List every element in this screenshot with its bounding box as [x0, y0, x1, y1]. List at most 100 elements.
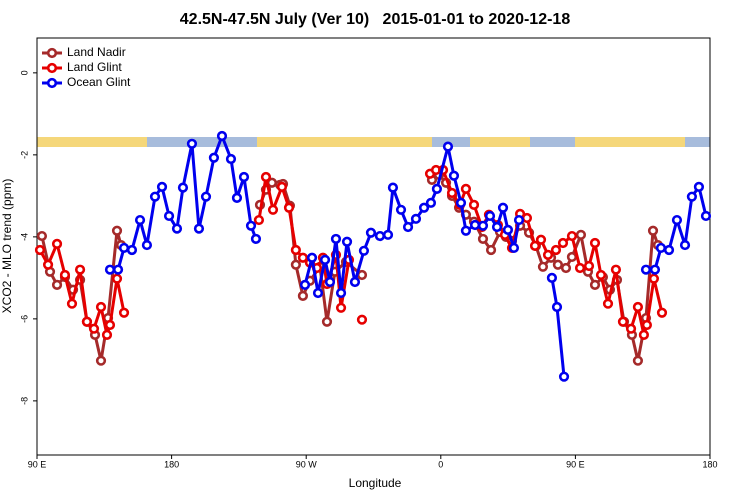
data-point — [66, 298, 78, 309]
data-point — [36, 230, 48, 242]
data-point — [193, 223, 205, 234]
data-point — [341, 236, 353, 247]
y-tick-label: -2 — [19, 151, 29, 159]
data-point — [111, 225, 123, 236]
data-point — [521, 212, 533, 224]
data-point — [595, 269, 607, 281]
data-point — [101, 329, 113, 340]
y-tick-label: 0 — [19, 70, 29, 75]
land-ocean-strip — [37, 137, 710, 147]
data-point — [575, 229, 587, 240]
y-tick-label: -4 — [19, 233, 29, 241]
land-band — [470, 137, 530, 147]
data-point — [112, 264, 124, 275]
data-point — [402, 221, 414, 233]
data-point — [382, 229, 394, 240]
data-point — [477, 220, 489, 231]
data-point — [491, 221, 503, 233]
plot-frame — [36, 37, 711, 456]
data-point — [469, 219, 481, 231]
data-point — [260, 171, 272, 183]
x-axis-title: Longitude — [349, 476, 402, 490]
data-point — [638, 329, 649, 340]
series-line — [109, 134, 708, 377]
data-point — [477, 233, 489, 245]
data-point — [589, 237, 601, 249]
data-point — [335, 302, 347, 313]
data-point — [485, 244, 497, 256]
data-point — [448, 170, 460, 181]
data-point — [177, 182, 189, 193]
data-point — [460, 225, 472, 236]
data-point — [88, 323, 100, 334]
data-point — [558, 371, 570, 382]
data-point — [641, 319, 652, 331]
data-point — [118, 307, 130, 318]
x-tick-label: 180 — [702, 459, 717, 469]
data-point — [497, 202, 509, 213]
data-point — [111, 273, 123, 284]
data-point — [74, 264, 86, 275]
data-point — [208, 152, 220, 163]
data-point — [231, 192, 243, 204]
data-point — [104, 264, 116, 275]
data-point — [686, 191, 698, 202]
data-point — [387, 182, 399, 193]
data-point — [557, 237, 569, 249]
data-point — [134, 214, 146, 226]
legend-marker — [46, 47, 58, 59]
data-point — [276, 181, 288, 192]
y-axis-title: XCO2 - MLO trend (ppm) — [0, 179, 14, 314]
data-point — [225, 153, 237, 165]
data-point — [446, 187, 458, 199]
data-point — [163, 210, 175, 222]
x-tick-label: 180 — [164, 459, 179, 469]
data-point — [356, 314, 368, 325]
data-point — [95, 301, 107, 313]
data-point — [679, 239, 691, 251]
data-point — [395, 204, 407, 215]
data-point — [566, 230, 578, 242]
data-point — [546, 272, 558, 283]
y-tick-label: -6 — [19, 315, 29, 323]
data-point — [349, 276, 361, 288]
legend-marker — [46, 62, 58, 74]
data-point — [566, 251, 578, 263]
data-point — [321, 316, 333, 327]
data-point — [468, 199, 480, 210]
data-point — [508, 242, 520, 254]
data-point — [42, 259, 54, 270]
data-point — [216, 130, 228, 142]
legend-label: Ocean Glint — [67, 75, 131, 89]
data-point — [484, 210, 496, 222]
data-point — [358, 245, 370, 256]
x-tick-label: 90 W — [296, 459, 318, 469]
data-point — [186, 138, 198, 149]
data-point — [502, 224, 514, 235]
data-point — [59, 269, 71, 281]
data-point — [335, 287, 347, 299]
data-point — [118, 242, 130, 254]
data-point — [297, 290, 309, 302]
data-point — [602, 298, 614, 309]
data-point — [253, 214, 265, 226]
data-point — [460, 183, 472, 194]
data-point — [283, 202, 295, 213]
legend-marker — [46, 77, 58, 89]
data-point — [647, 225, 659, 236]
land-band — [37, 137, 147, 147]
x-tick-label: 90 E — [28, 459, 47, 469]
data-point — [632, 301, 644, 313]
data-point — [51, 279, 63, 290]
y-tick-label: -8 — [19, 397, 29, 405]
data-point — [663, 244, 675, 256]
data-point — [51, 238, 63, 249]
data-point — [418, 202, 430, 213]
land-band — [575, 137, 685, 147]
data-point — [671, 214, 683, 226]
data-point — [640, 264, 652, 275]
data-point — [297, 252, 309, 263]
data-point — [625, 323, 637, 334]
data-point — [126, 244, 138, 256]
